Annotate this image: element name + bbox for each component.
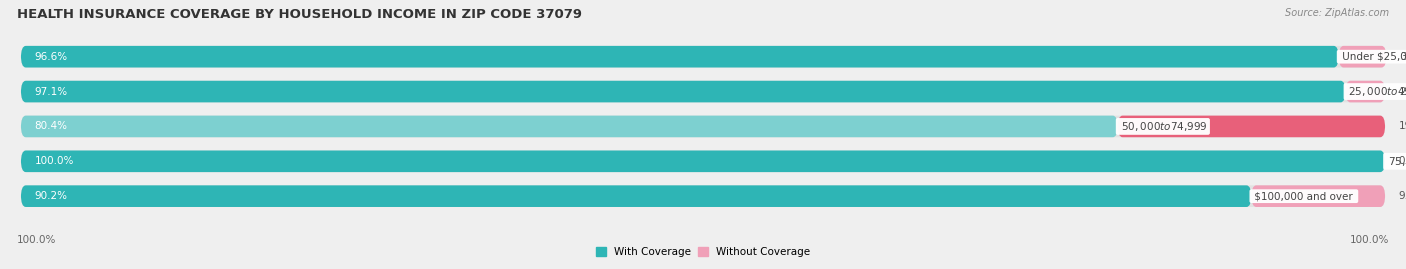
Text: $100,000 and over: $100,000 and over	[1251, 191, 1357, 201]
FancyBboxPatch shape	[1251, 185, 1385, 207]
Text: Source: ZipAtlas.com: Source: ZipAtlas.com	[1285, 8, 1389, 18]
FancyBboxPatch shape	[21, 185, 1385, 207]
Text: $50,000 to $74,999: $50,000 to $74,999	[1118, 120, 1208, 133]
Text: 3.5%: 3.5%	[1400, 52, 1406, 62]
Text: 2.9%: 2.9%	[1399, 87, 1406, 97]
FancyBboxPatch shape	[21, 46, 1339, 68]
FancyBboxPatch shape	[1346, 81, 1385, 102]
Text: 97.1%: 97.1%	[35, 87, 67, 97]
FancyBboxPatch shape	[21, 150, 1385, 172]
FancyBboxPatch shape	[21, 81, 1346, 102]
Text: 96.6%: 96.6%	[35, 52, 67, 62]
Text: 0.0%: 0.0%	[1399, 156, 1406, 166]
Text: 19.6%: 19.6%	[1399, 121, 1406, 132]
Text: 100.0%: 100.0%	[17, 235, 56, 245]
FancyBboxPatch shape	[21, 46, 1385, 68]
Text: $75,000 to $99,999: $75,000 to $99,999	[1385, 155, 1406, 168]
Text: 9.8%: 9.8%	[1399, 191, 1406, 201]
Text: 80.4%: 80.4%	[35, 121, 67, 132]
FancyBboxPatch shape	[1339, 46, 1386, 68]
Text: Under $25,000: Under $25,000	[1339, 52, 1406, 62]
Text: $25,000 to $49,999: $25,000 to $49,999	[1346, 85, 1406, 98]
Text: 90.2%: 90.2%	[35, 191, 67, 201]
Text: HEALTH INSURANCE COVERAGE BY HOUSEHOLD INCOME IN ZIP CODE 37079: HEALTH INSURANCE COVERAGE BY HOUSEHOLD I…	[17, 8, 582, 21]
FancyBboxPatch shape	[21, 116, 1385, 137]
FancyBboxPatch shape	[21, 81, 1385, 102]
Legend: With Coverage, Without Coverage: With Coverage, Without Coverage	[596, 247, 810, 257]
FancyBboxPatch shape	[21, 116, 1118, 137]
FancyBboxPatch shape	[21, 150, 1385, 172]
FancyBboxPatch shape	[21, 185, 1251, 207]
Text: 100.0%: 100.0%	[35, 156, 75, 166]
Text: 100.0%: 100.0%	[1350, 235, 1389, 245]
FancyBboxPatch shape	[1118, 116, 1385, 137]
